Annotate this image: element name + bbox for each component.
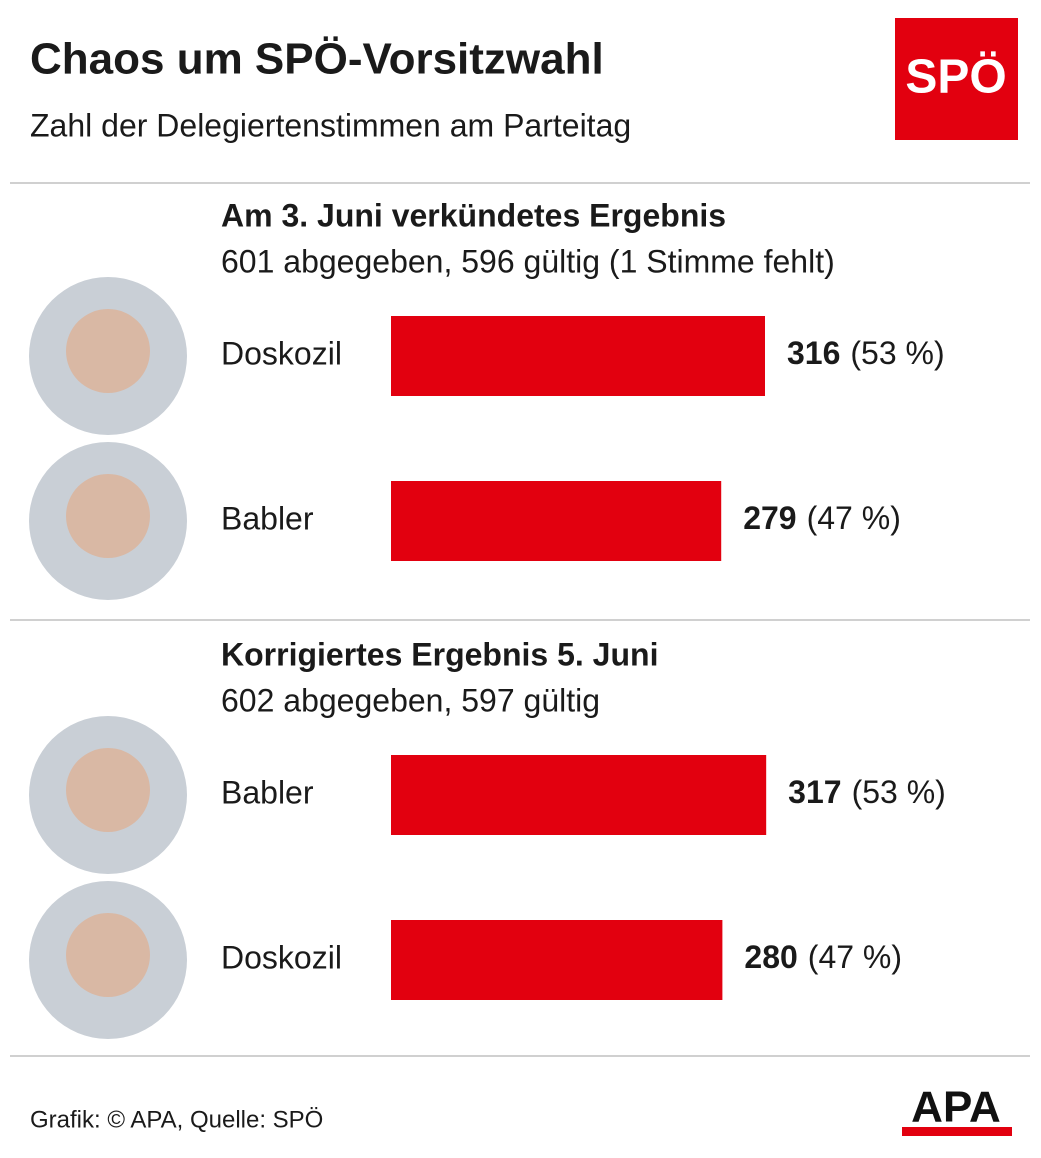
panel-subtitle: 601 abgegeben, 596 gültig (1 Stimme fehl… [221, 243, 835, 279]
panel-title: Am 3. Juni verkündetes Ergebnis [221, 197, 726, 233]
party-logo: SPÖ [905, 51, 1006, 104]
bar [391, 481, 722, 561]
share-label: (53 %) [852, 774, 946, 810]
portrait-face [66, 474, 150, 558]
value-number: 279 [743, 500, 796, 536]
share-label: (47 %) [808, 939, 902, 975]
value-label: 280 (47 %) [744, 939, 902, 975]
category-label: Doskozil [221, 335, 342, 371]
value-label: 279 (47 %) [743, 500, 901, 536]
agency-logo: APA [911, 1083, 1001, 1132]
source: Grafik: © APA, Quelle: SPÖ [30, 1106, 323, 1133]
bar [391, 920, 723, 1000]
value-label: 317 (53 %) [788, 774, 946, 810]
share-label: (53 %) [850, 335, 944, 371]
subtitle: Zahl der Delegiertenstimmen am Parteitag [30, 107, 631, 143]
portrait-face [66, 748, 150, 832]
bar [391, 316, 765, 396]
value-number: 280 [744, 939, 797, 975]
title: Chaos um SPÖ-Vorsitzwahl [30, 35, 604, 84]
value-number: 316 [787, 335, 840, 371]
party-logo-box [895, 18, 1018, 140]
share-label: (47 %) [807, 500, 901, 536]
category-label: Babler [221, 774, 314, 810]
value-number: 317 [788, 774, 841, 810]
portrait-face [66, 913, 150, 997]
category-label: Babler [221, 500, 314, 536]
category-label: Doskozil [221, 939, 342, 975]
panel-subtitle: 602 abgegeben, 597 gültig [221, 682, 600, 718]
portrait-face [66, 309, 150, 393]
bar [391, 755, 767, 835]
panel-title: Korrigiertes Ergebnis 5. Juni [221, 636, 658, 672]
value-label: 316 (53 %) [787, 335, 945, 371]
agency-logo-bar [902, 1127, 1012, 1136]
